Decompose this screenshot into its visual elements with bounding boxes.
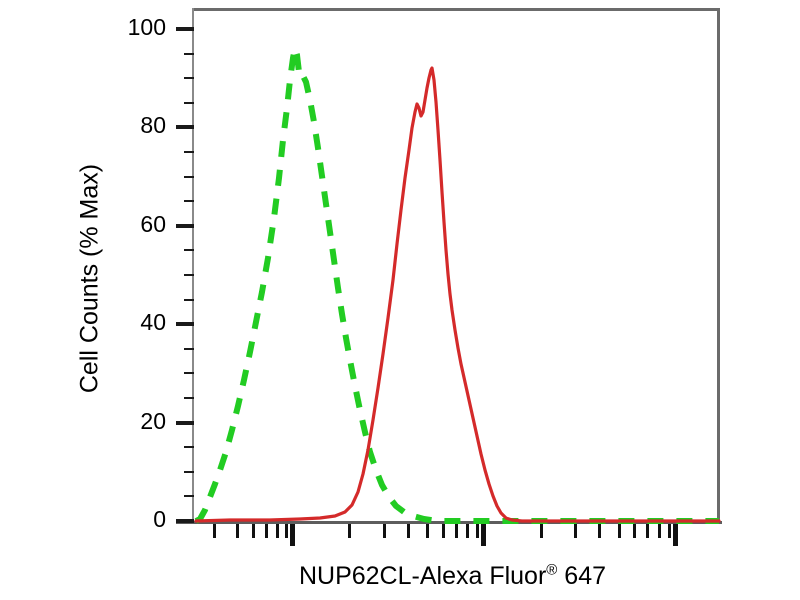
y-tick-minor [184,77,194,80]
x-tick-minor [598,524,601,538]
x-tick-minor [455,524,458,538]
y-tick-label: 100 [127,14,166,40]
x-tick-minor [276,524,279,538]
x-tick-minor [348,524,351,538]
x-tick-minor [236,524,239,538]
y-tick-minor [184,151,194,153]
y-tick-minor [184,446,194,449]
y-tick-minor [184,249,194,252]
x-tick-minor [574,524,577,538]
y-tick-minor [184,298,194,301]
unstained-control-curve [194,45,719,524]
x-tick-major [673,524,678,546]
y-tick-minor [184,274,194,276]
y-tick-minor [184,372,194,375]
y-tick-minor [184,175,194,178]
y-tick-major [176,27,194,31]
x-tick-minor [633,524,636,538]
x-tick-minor [658,524,661,538]
plot-frame [192,8,720,521]
x-tick-minor [426,524,429,538]
y-tick-major [176,420,194,425]
y-tick-minor [184,397,194,399]
registered-trademark-icon: ® [546,561,558,579]
y-tick-minor [184,495,194,498]
y-tick-major [176,322,194,327]
y-tick-label: 40 [140,309,166,336]
x-tick-minor [383,524,386,538]
x-tick-major [481,524,486,546]
y-tick-minor [184,470,194,473]
stained-sample-curve [194,66,721,523]
y-tick-minor [184,101,194,104]
x-tick-minor [213,524,216,538]
y-tick-label: 60 [140,210,166,237]
y-tick-label: 80 [140,112,166,139]
y-tick-minor [184,200,194,203]
y-axis-line [192,8,194,522]
x-tick-minor [618,524,621,538]
x-tick-minor [646,524,649,538]
x-tick-minor [540,524,543,538]
y-tick-major [176,125,194,130]
x-tick-minor [668,524,671,538]
x-tick-minor [476,524,479,538]
x-tick-major [290,524,295,546]
x-tick-minor [407,524,410,538]
x-axis-title: NUP62CL-Alexa Fluor® 647 [185,562,720,591]
y-tick-label: 20 [140,407,166,434]
x-tick-minor [285,524,288,538]
x-tick-minor [442,524,445,538]
y-tick-minor [184,347,194,350]
y-tick-major [176,223,194,228]
x-tick-minor [265,524,268,538]
x-axis-title-main: NUP62CL-Alexa Fluor [298,562,547,590]
x-tick-minor [466,524,469,538]
x-axis-title-tail: 647 [557,562,607,590]
y-tick-label: 0 [153,506,166,532]
x-tick-minor [252,524,255,538]
y-tick-minor [184,52,194,55]
y-tick-major [176,519,194,523]
